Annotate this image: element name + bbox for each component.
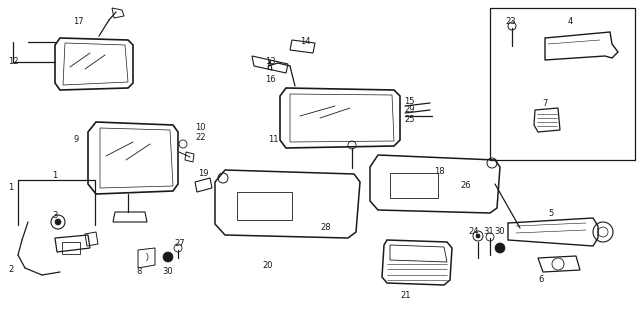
Circle shape — [163, 252, 173, 262]
Circle shape — [476, 234, 480, 238]
Text: 7: 7 — [542, 100, 547, 108]
Text: 20: 20 — [262, 261, 273, 270]
Text: 11: 11 — [268, 135, 278, 145]
Text: 1: 1 — [52, 170, 58, 180]
Text: 25: 25 — [404, 116, 415, 124]
Text: 2: 2 — [8, 266, 13, 274]
Text: 23: 23 — [505, 18, 516, 26]
Text: 13: 13 — [265, 58, 276, 66]
Text: 8: 8 — [136, 267, 141, 277]
Text: 28: 28 — [320, 224, 331, 232]
Text: 17: 17 — [73, 18, 84, 26]
Text: 30: 30 — [494, 227, 504, 237]
Text: 16: 16 — [265, 76, 276, 84]
Bar — [390, 173, 438, 198]
Text: 15: 15 — [404, 98, 415, 106]
Text: 4: 4 — [568, 18, 573, 26]
Bar — [237, 192, 292, 220]
Text: 27: 27 — [174, 239, 184, 249]
Text: 18: 18 — [434, 168, 445, 176]
Text: 12: 12 — [8, 58, 19, 66]
Text: 31: 31 — [483, 227, 493, 237]
Text: 5: 5 — [548, 209, 553, 217]
Text: 22: 22 — [195, 133, 205, 141]
Circle shape — [495, 243, 505, 253]
Text: 30: 30 — [162, 267, 173, 277]
Text: 29: 29 — [404, 106, 415, 114]
Text: 24: 24 — [468, 227, 479, 237]
Bar — [62, 242, 80, 254]
Text: 3: 3 — [52, 210, 58, 220]
Text: 14: 14 — [300, 37, 310, 47]
Text: 21: 21 — [400, 290, 410, 300]
Text: 26: 26 — [460, 180, 470, 190]
Text: 19: 19 — [198, 169, 209, 177]
Text: 6: 6 — [538, 276, 543, 284]
Circle shape — [55, 219, 61, 225]
Text: 9: 9 — [73, 135, 78, 145]
Text: 1: 1 — [8, 184, 13, 192]
Text: 10: 10 — [195, 123, 205, 131]
